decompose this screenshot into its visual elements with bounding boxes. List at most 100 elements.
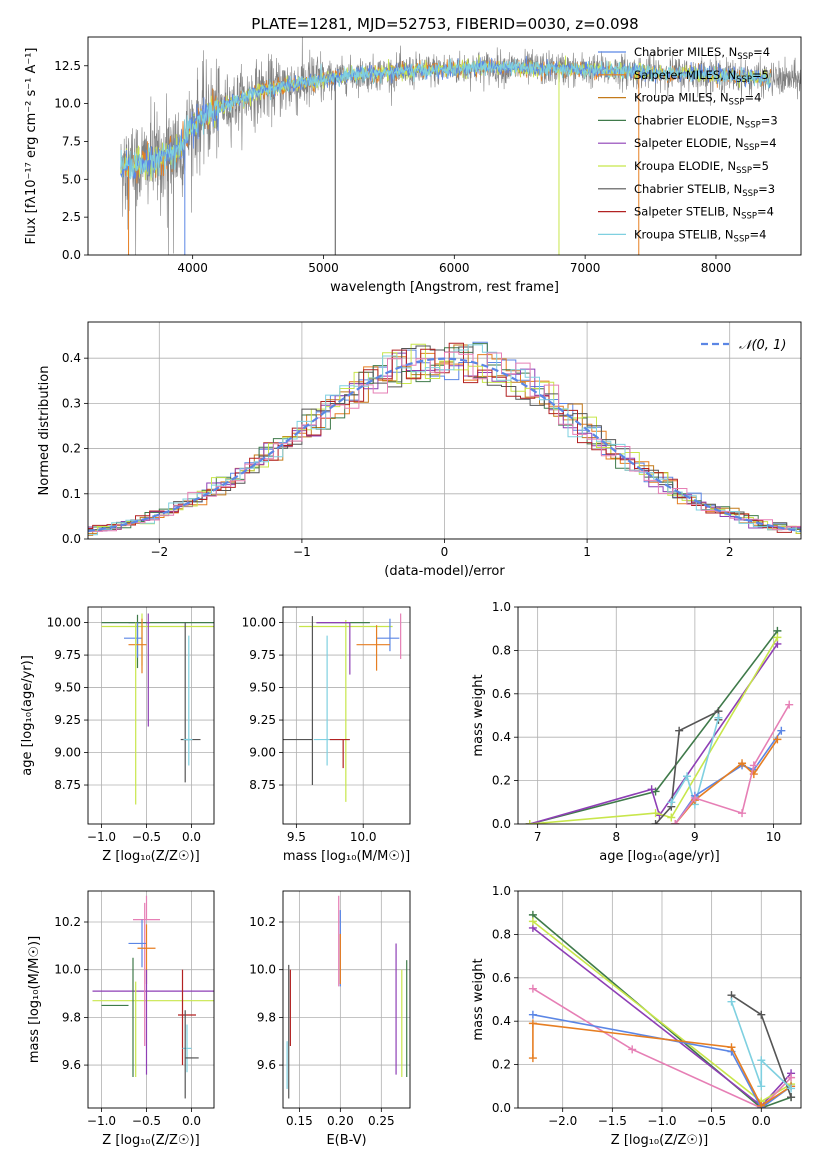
x-tick-label: −1.5: [598, 1114, 627, 1128]
legend-label-subscript: SSP: [729, 98, 745, 108]
model-spectrum-line: [120, 58, 771, 180]
errorbar-point: [376, 618, 400, 652]
mass-weight-marker: [651, 809, 660, 818]
y-tick-label: 8.75: [54, 778, 81, 792]
legend-entry: Kroupa STELIB, NSSP=4: [598, 227, 766, 244]
x-tick-label: 9: [691, 830, 699, 844]
spectrum-chart: 4000 5000 6000 7000 8000 0.0 2.5 5.0 7.5 10.0 12.5…: [24, 36, 802, 295]
mass-weight-marker: [690, 793, 699, 802]
residual-histogram-step: [88, 352, 801, 536]
legend-label: Chabrier STELIB, NSSP=3: [634, 182, 775, 199]
y-tick-label: 9.8: [257, 1010, 276, 1024]
legend-label-text: Chabrier ELODIE, N: [634, 113, 745, 127]
x-tick-label: 1: [583, 545, 591, 559]
weight_vs_z-frame: [517, 890, 802, 1109]
mass-weight-line: [730, 1001, 792, 1090]
x-axis-label: (data-model)/error: [384, 564, 505, 579]
legend-label-value: =5: [752, 68, 769, 82]
mass-weight-marker: [628, 1045, 637, 1054]
spectrum-plot-area: [120, 37, 801, 255]
errorbar-point: [182, 1024, 192, 1073]
x-tick-label: 0.0: [182, 830, 201, 844]
legend-label: Kroupa MILES, NSSP=4: [634, 91, 761, 108]
x-tick-label: −1: [293, 545, 311, 559]
y-tick-label: 0.0: [62, 532, 81, 546]
y-tick-label: 8.75: [249, 778, 276, 792]
x-tick-label: −2: [150, 545, 168, 559]
x-tick-label: 4000: [177, 261, 208, 275]
mass-weight-marker: [714, 713, 723, 722]
y-tick-label: 10.00: [47, 616, 81, 630]
legend-label-text: Salpeter MILES, N: [634, 68, 736, 82]
legend-label-value: =4: [753, 45, 770, 59]
mass_vs_z-plot-area: [88, 891, 214, 1108]
x-tick-label: 7: [534, 830, 542, 844]
age_vs_z-plot-area: [88, 607, 214, 824]
age_vs_z-chart: −1.0 −0.5 0.0 8.75 9.00 9.25 9.50 9.75 10.00 Z [l…: [20, 606, 215, 864]
y-tick-label: 0.1: [62, 487, 81, 501]
y-tick-label: 12.5: [54, 59, 81, 73]
legend-label: Kroupa STELIB, NSSP=4: [634, 227, 766, 244]
legend-label-text: Salpeter ELODIE, N: [634, 136, 744, 150]
y-tick-label: 9.25: [54, 713, 81, 727]
errorbar-point: [183, 635, 193, 766]
legend-entry: Salpeter STELIB, NSSP=4: [598, 205, 774, 222]
mass-weight-marker: [667, 813, 676, 822]
legend-label: Salpeter MILES, NSSP=5: [634, 68, 769, 85]
x-axis-label: age [log₁₀(age/yr)]: [599, 849, 720, 864]
legend-label-value: =4: [757, 205, 774, 219]
y-tick-label: 0.6: [492, 971, 511, 985]
residuals-plot-area: [88, 322, 801, 539]
errorbar-point: [316, 621, 351, 675]
legend-label-text: Kroupa ELODIE, N: [634, 159, 736, 173]
y-tick-label: 1.0: [492, 600, 511, 614]
age_vs_mass-chart: 9.5 10.0 8.75 9.00 9.25 9.50 9.75 10.00 mass [lo…: [242, 606, 411, 864]
weight_vs_age-chart: 7 8 9 10 0.0 0.2 0.4 0.6 0.8 1.0 age [log₁₀(age/yr…: [471, 600, 802, 864]
y-tick-label: 10.00: [242, 616, 276, 630]
x-axis-label: Z [log₁₀(Z/Z☉)]: [102, 849, 199, 864]
x-tick-label: 0.0: [752, 1114, 771, 1128]
x-tick-label: 0: [441, 545, 449, 559]
errorbar-point: [124, 622, 142, 658]
legend-label-subscript: SSP: [734, 234, 750, 244]
x-tick-label: 7000: [570, 261, 601, 275]
y-tick-label: 0.0: [492, 817, 511, 831]
x-tick-label: 0.0: [182, 1114, 201, 1128]
y-tick-label: 9.75: [54, 648, 81, 662]
y-tick-label: 0.0: [492, 1101, 511, 1115]
mass-weight-marker: [773, 735, 782, 744]
legend-entry: Chabrier ELODIE, NSSP=3: [598, 113, 778, 130]
mass-weight-line: [670, 717, 720, 808]
y-tick-label: 9.50: [249, 681, 276, 695]
y-tick-label: 0.2: [492, 1058, 511, 1072]
legend-label-value: =4: [749, 227, 766, 241]
figure-title: PLATE=1281, MJD=52753, FIBERID=0030, z=0…: [251, 15, 638, 33]
legend-entry: Salpeter MILES, NSSP=5: [598, 68, 769, 85]
y-tick-label: 9.00: [249, 746, 276, 760]
y-tick-label: 10.2: [54, 915, 81, 929]
x-tick-label: 2: [726, 545, 734, 559]
errorbar-point: [101, 613, 214, 666]
mass-weight-marker: [667, 798, 676, 807]
y-tick-label: 0.8: [492, 643, 511, 657]
x-tick-label: −0.5: [697, 1114, 726, 1128]
mass_vs_ebv-chart: 0.15 0.20 0.25 9.6 9.8 10.0 10.2 E(B-V): [249, 890, 411, 1148]
y-tick-label: 9.6: [257, 1058, 276, 1072]
residuals-frame: [87, 321, 802, 540]
x-tick-label: −1.0: [87, 1114, 116, 1128]
legend-label-subscript: SSP: [736, 75, 752, 85]
residuals-chart: −2 −1 0 1 2 0.0 0.1 0.2 0.3 0.4 (data-model)/error…: [37, 321, 802, 579]
mass-weight-marker: [528, 1019, 537, 1028]
y-tick-label: 10.0: [54, 963, 81, 977]
mass-weight-marker: [757, 1082, 766, 1091]
x-axis-label: wavelength [Angstrom, rest frame]: [330, 280, 559, 295]
legend-entry: Kroupa MILES, NSSP=4: [598, 91, 761, 108]
legend-label-value: =3: [761, 113, 778, 127]
legend-label-text: Chabrier STELIB, N: [634, 182, 742, 196]
y-tick-label: 10.0: [54, 97, 81, 111]
y-tick-label: 0.6: [492, 687, 511, 701]
mass-weight-line: [529, 643, 779, 824]
x-tick-label: 8: [612, 830, 620, 844]
mass-weight-line: [532, 914, 792, 1108]
legend-label-value: =4: [760, 136, 777, 150]
